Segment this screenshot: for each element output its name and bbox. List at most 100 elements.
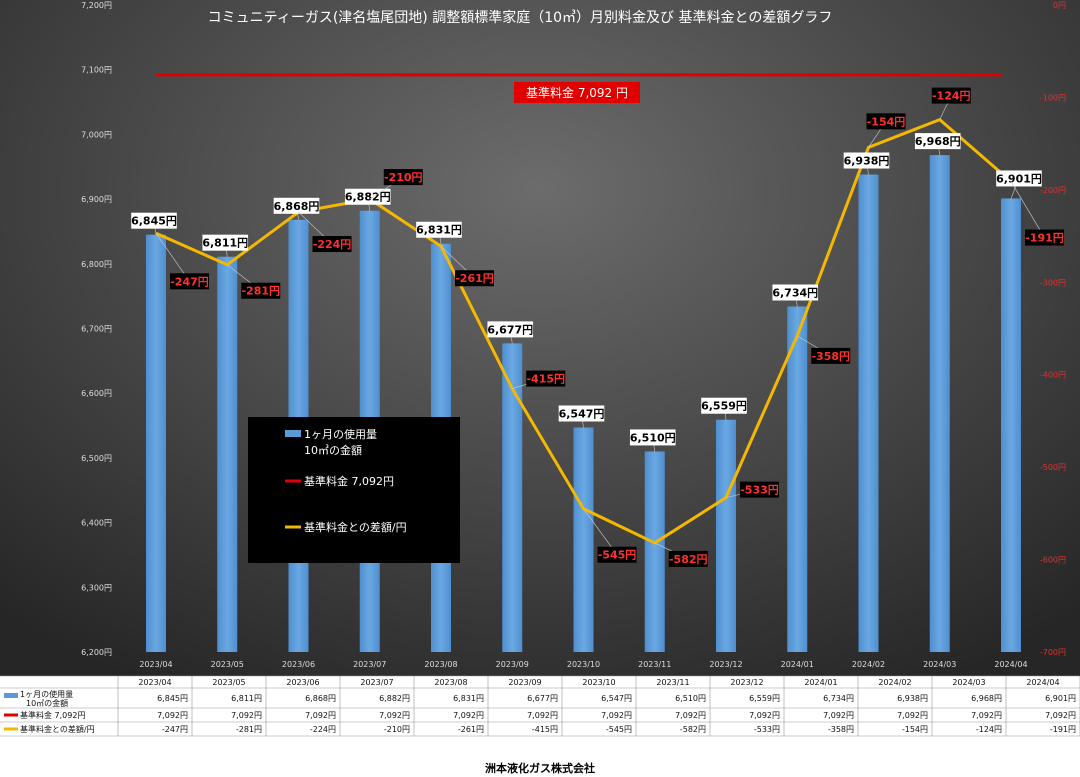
table-cell: -261円 — [458, 725, 484, 734]
table-cell: -545円 — [606, 725, 632, 734]
x-tick-label: 2023/12 — [709, 660, 742, 669]
y-left-tick: 6,200円 — [81, 648, 112, 657]
y-left-tick: 6,700円 — [81, 325, 112, 334]
bar-value-label: 6,734円 — [772, 287, 818, 300]
table-cell: -415円 — [532, 725, 558, 734]
x-tick-label: 2024/03 — [923, 660, 956, 669]
bar — [217, 256, 238, 652]
x-tick-label: 2024/02 — [852, 660, 885, 669]
diff-value-label-bg — [312, 236, 352, 253]
table-row-bar-label1: 1ヶ月の使用量 — [20, 689, 73, 699]
table-cell: 7,092円 — [231, 711, 262, 720]
x-tick-label: 2023/08 — [424, 660, 457, 669]
bar — [502, 343, 523, 652]
table-header-cell: 2023/11 — [656, 678, 689, 687]
y-left-tick: 7,100円 — [81, 66, 112, 75]
table-cell: 7,092円 — [157, 711, 188, 720]
bar-value-label: 6,901円 — [996, 172, 1042, 185]
table-cell: 6,811円 — [231, 694, 262, 703]
table-header-cell: 2024/04 — [1026, 678, 1059, 687]
bar-value-label-bg — [273, 197, 320, 214]
diff-value-label-bg — [170, 273, 209, 290]
table-header-cell: 2023/10 — [582, 678, 615, 687]
bar-value-label: 6,677円 — [487, 323, 533, 336]
table-row-diff-label: 基準料金との差額/円 — [20, 724, 95, 734]
table-cell: 7,092円 — [749, 711, 780, 720]
diff-value-label: -261円 — [455, 272, 494, 285]
diff-value-label: -247円 — [170, 275, 209, 288]
bar-value-label-bg — [772, 284, 819, 301]
bar-value-label: 6,882円 — [345, 191, 391, 204]
table-cell: -582円 — [680, 725, 706, 734]
table-cell: 7,092円 — [823, 711, 854, 720]
table-cell: -247円 — [162, 725, 188, 734]
diff-value-label: -191円 — [1025, 232, 1064, 245]
table-cell: 6,677円 — [527, 694, 558, 703]
x-tick-label: 2024/04 — [994, 660, 1027, 669]
chart-title: コミュニティーガス(津名塩尾団地) 調整額標準家庭（10㎥）月別料金及び 基準料… — [208, 9, 833, 26]
bar — [716, 419, 736, 652]
table-cell: 7,092円 — [897, 711, 928, 720]
bar — [929, 155, 950, 652]
bar-value-label-bg — [558, 405, 605, 422]
diff-value-label-bg — [241, 282, 281, 299]
table-cell: 7,092円 — [971, 711, 1002, 720]
bar — [787, 306, 808, 652]
legend-bar-line2: 10㎥の金額 — [304, 443, 362, 457]
table-cell: -533円 — [754, 725, 780, 734]
bar-value-label-bg — [996, 170, 1042, 187]
table-header-cell: 2023/09 — [508, 678, 541, 687]
y-left-tick: 7,000円 — [81, 130, 112, 139]
diff-value-label: -545円 — [598, 549, 637, 562]
table-row-bar-label2: 10㎥の金額 — [26, 698, 68, 708]
y-left-tick: 6,900円 — [81, 195, 112, 204]
bar-value-label-bg — [843, 152, 890, 169]
bar-value-label: 6,831円 — [416, 224, 462, 237]
y-right-tick: -500円 — [1040, 463, 1066, 472]
table-header-cell: 2024/01 — [804, 678, 837, 687]
table-cell: 6,901円 — [1045, 694, 1076, 703]
table-cell: 6,882円 — [379, 694, 410, 703]
diff-value-label-leader — [1010, 181, 1045, 238]
legend-bar-line1: 1ヶ月の使用量 — [304, 428, 377, 441]
diff-value-label-bg — [383, 169, 423, 186]
bar-value-label: 6,868円 — [274, 200, 320, 213]
bar-value-label-bg — [416, 221, 462, 238]
table-cell: -358円 — [828, 725, 854, 734]
data-table-bg — [0, 676, 1080, 758]
table-cell: 7,092円 — [305, 711, 336, 720]
bar — [573, 427, 594, 652]
y-right-tick: -400円 — [1040, 371, 1066, 380]
base-annotation-box — [514, 82, 640, 103]
y-left-tick: 7,200円 — [81, 1, 112, 10]
diff-value-label: -533円 — [740, 484, 779, 497]
table-header-cell: 2023/12 — [730, 678, 763, 687]
bar-value-label-bg — [202, 234, 249, 251]
table-header-cell: 2023/08 — [434, 678, 467, 687]
table-cell: 6,938円 — [897, 694, 928, 703]
legend-box — [248, 417, 460, 563]
y-right-tick: -700円 — [1040, 648, 1066, 657]
y-left-tick: 6,300円 — [81, 583, 112, 592]
table-cell: 7,092円 — [453, 711, 484, 720]
diff-value-label: -224円 — [313, 238, 352, 251]
table-header-cell: 2024/03 — [952, 678, 985, 687]
diff-value-label: -154円 — [867, 115, 906, 128]
x-tick-label: 2023/06 — [282, 660, 315, 669]
table-header-cell: 2023/07 — [360, 678, 393, 687]
diff-value-label: -582円 — [669, 553, 708, 566]
y-left-tick: 6,500円 — [81, 454, 112, 463]
diff-value-label-bg — [811, 347, 851, 364]
bar — [146, 234, 166, 652]
diff-value-label: -124円 — [932, 90, 971, 103]
diff-value-label: -281円 — [241, 285, 280, 298]
table-cell: 7,092円 — [527, 711, 558, 720]
table-cell: -154円 — [902, 725, 928, 734]
table-cell: 6,845円 — [157, 694, 188, 703]
table-cell: 6,547円 — [601, 694, 632, 703]
bar-value-label: 6,968円 — [915, 135, 961, 148]
bar-value-label-bg — [914, 133, 961, 150]
table-cell: -224円 — [310, 725, 336, 734]
bar-value-label-bg — [629, 429, 676, 446]
base-annotation-label: 基準料金 7,092 円 — [526, 85, 628, 100]
